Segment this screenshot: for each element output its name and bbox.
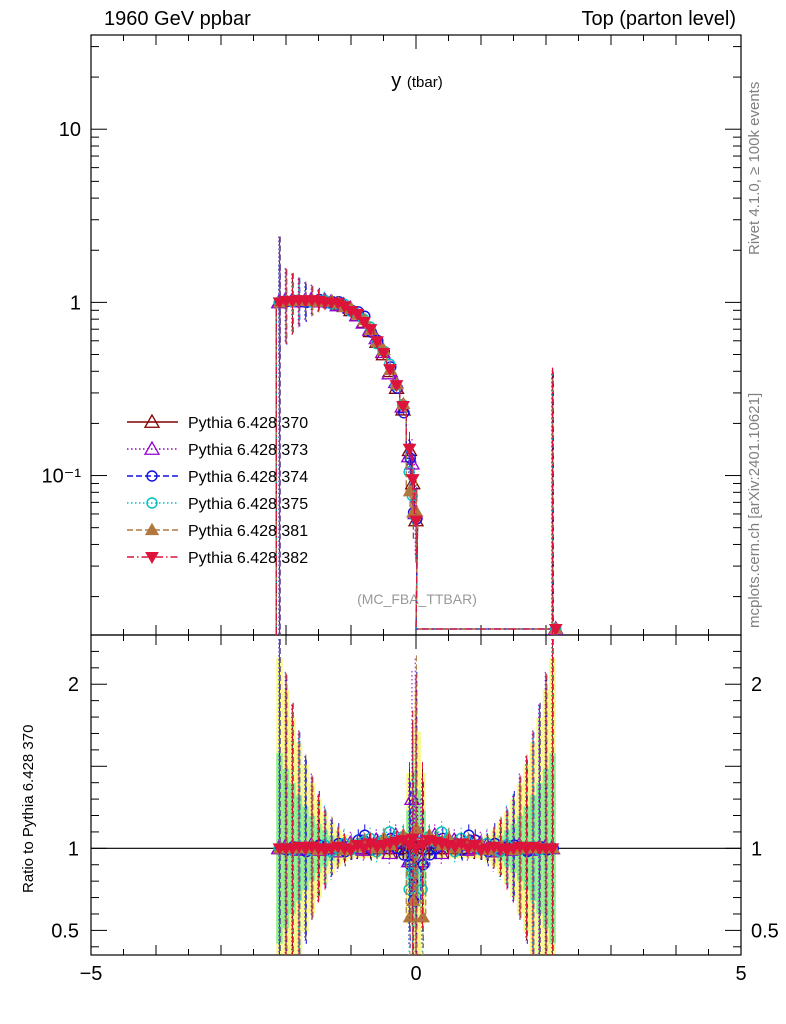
axis-ticks [90,35,742,955]
legend-marker-2 [146,470,158,482]
ratio-marker-5-11 [344,844,358,857]
ratio-marker-5-p20 [415,840,430,853]
legend-label-2: Pythia 6.428 374 [188,469,308,486]
main-marker-5-19 [396,401,410,414]
main-marker-5-13 [357,317,371,330]
ratio-marker-3-21 [406,867,419,879]
ratio-marker-5-p13 [461,843,475,856]
ratio-marker-1-p17 [433,844,450,860]
ratio-marker-4-22 [409,821,424,834]
legend-marker-5 [145,552,159,565]
legend-label-3: Pythia 6.428 375 [188,496,308,513]
main-marker-5-14 [363,324,378,337]
series-5 [272,236,563,636]
main-marker-5-15 [370,336,384,349]
legend-label-1: Pythia 6.428 373 [188,442,308,459]
legend-item-3: Pythia 6.428 375 [127,496,308,513]
main-marker-5-21 [405,474,420,487]
ratio-marker-5-22 [409,843,423,856]
legend-marker-3 [146,497,158,509]
header-right: Top (parton level) [581,8,736,30]
ratio-tick-left-1: 1 [68,838,79,860]
y-tick-label-2: 10⁻¹ [42,466,82,488]
y-tick-label-0: 10 [59,119,81,141]
main-marker-5-16 [376,348,391,361]
ratio-marker-1-21 [403,790,421,806]
main-marker-5-20 [402,443,417,456]
ratio-marker-5-13 [357,843,371,856]
ratio-marker-2-p19 [424,849,436,861]
main-marker-5-12 [350,309,365,322]
main-marker-5-17 [383,364,397,377]
legend-label-5: Pythia 6.428 382 [188,550,308,567]
legend-marker-4 [144,522,160,536]
legend-marker-0 [143,413,161,428]
legend-label-4: Pythia 6.428 381 [188,523,308,540]
ratio-marker-2-20 [404,859,416,871]
main-marker-5-22 [409,515,423,528]
ratio-series-5 [272,638,560,955]
ratio-marker-1-17 [381,844,398,860]
x-tick-label-1: 0 [410,963,421,985]
y-tick-label-1: 1 [70,292,81,314]
ratio-tick-right-0: 2 [751,674,762,696]
legend-label-0: Pythia 6.428 370 [188,415,308,432]
series-line-3 [275,299,556,635]
legend-item-4: Pythia 6.428 381 [127,522,308,540]
legend-item-0: Pythia 6.428 370 [127,413,308,432]
legend-item-5: Pythia 6.428 382 [127,550,308,567]
ratio-marker-2-p20 [417,859,429,871]
legend-marker-1 [143,440,161,455]
ratio-marker-5-p11 [474,844,488,857]
ratio-tick-left-0: 2 [68,674,79,696]
ratio-tick-right-2: 0.5 [751,920,779,942]
legend-item-2: Pythia 6.428 374 [127,469,308,486]
ratio-tick-right-1: 1 [751,838,762,860]
header-left: 1960 GeV ppbar [104,8,251,30]
legend-item-1: Pythia 6.428 373 [127,440,308,459]
legend: Pythia 6.428 370 Pythia 6.428 373 Pythia 6… [127,413,308,567]
x-tick-label-0: −5 [80,963,103,985]
overflow-marker-5 [548,623,563,636]
ratio-tick-left-2: 0.5 [51,920,79,942]
x-tick-label-2: 5 [735,963,746,985]
plot-title: y (tbar) [391,70,442,92]
main-marker-5-18 [389,380,404,393]
